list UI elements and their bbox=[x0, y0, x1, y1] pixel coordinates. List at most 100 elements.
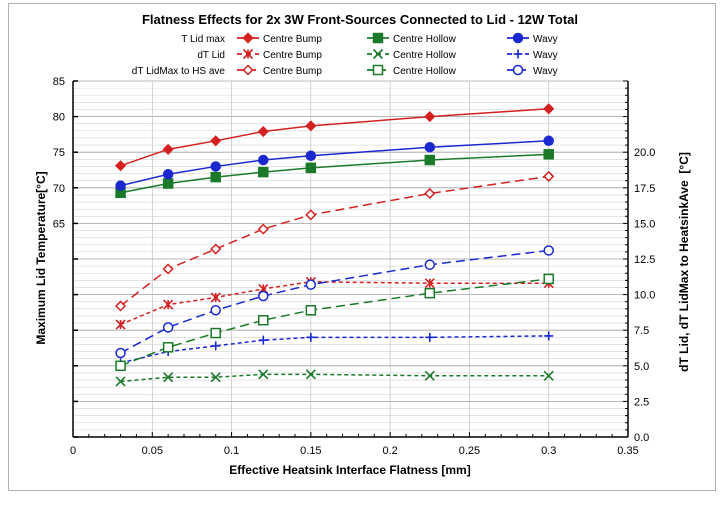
legend-label: Centre Hollow bbox=[393, 50, 457, 61]
series-centre-hollow-square-marker bbox=[424, 154, 436, 166]
series-centre-hollow bbox=[115, 149, 554, 199]
legend-square-marker bbox=[372, 64, 384, 76]
series-centre-bump-diamond-marker bbox=[424, 187, 436, 200]
series-centre-hollow-x-marker bbox=[210, 372, 221, 383]
series-centre-hollow-x-marker bbox=[163, 372, 174, 383]
series-centre-bump-diamond-marker bbox=[210, 135, 222, 147]
series-centre-bump-line bbox=[120, 281, 549, 326]
x-tick-label: 0 bbox=[70, 445, 76, 457]
y-tick-label: 65 bbox=[53, 218, 65, 230]
series-wavy-plus-marker bbox=[306, 332, 316, 342]
axes: 0 0.05 0.1 0.15 0.2 0.25 0.3 0.35 65 70 75 80 85 0.0 2… bbox=[53, 76, 656, 457]
chart-frame bbox=[8, 3, 716, 491]
legend-label: Centre Bump bbox=[263, 34, 322, 45]
series-wavy-plus-marker bbox=[425, 332, 435, 342]
series-centre-bump bbox=[115, 170, 555, 312]
series-centre-bump bbox=[115, 103, 555, 172]
series-wavy-circle-marker bbox=[210, 305, 221, 316]
series-wavy-circle-marker bbox=[115, 347, 126, 359]
legend-label: Centre Bump bbox=[263, 50, 322, 61]
y-tick-label: 85 bbox=[53, 76, 65, 88]
legend-item: Wavy bbox=[507, 32, 558, 45]
series-wavy-circle-marker bbox=[543, 135, 554, 147]
series-wavy bbox=[115, 135, 554, 191]
series-centre-hollow-x-marker bbox=[115, 376, 126, 387]
legend-item: Wavy bbox=[507, 49, 558, 61]
series-centre-hollow-square-marker bbox=[115, 360, 126, 372]
series-centre-bump-diamond-marker bbox=[115, 160, 127, 172]
legend-item: Centre Bump bbox=[237, 32, 322, 45]
series-centre-hollow-x-marker bbox=[424, 370, 435, 381]
y2-tick-label: 0.0 bbox=[634, 432, 649, 444]
y-tick-label: 80 bbox=[53, 112, 65, 124]
legend-circle-marker bbox=[512, 64, 524, 76]
series-centre-hollow-line bbox=[120, 373, 549, 383]
series-centre-bump-star-marker bbox=[163, 299, 174, 310]
series-centre-hollow-line bbox=[120, 278, 549, 367]
series-centre-hollow-x-marker bbox=[543, 370, 554, 381]
series-wavy-plus-marker bbox=[211, 341, 221, 351]
legend-item: Centre Bump bbox=[237, 64, 322, 77]
y2-tick-label: 7.5 bbox=[634, 325, 649, 337]
x-tick-label: 0.05 bbox=[142, 445, 163, 457]
series-wavy-circle-marker bbox=[258, 290, 269, 302]
legend-label: Wavy bbox=[533, 34, 558, 45]
series-centre-bump-diamond-marker bbox=[543, 103, 555, 115]
x-tick-label: 0.15 bbox=[300, 445, 321, 457]
legend-plus-marker bbox=[513, 49, 523, 59]
series-wavy-circle-marker bbox=[424, 141, 436, 153]
series-centre-bump-diamond-marker bbox=[210, 243, 222, 255]
legend-item: Centre Bump bbox=[237, 48, 322, 61]
legend-label: Wavy bbox=[533, 50, 558, 61]
y2-axis-label: dT Lid, dT LidMax to HeatsinkAve [°C] bbox=[677, 152, 691, 372]
legend-group-label: T Lid max bbox=[181, 34, 225, 45]
series-wavy-line bbox=[120, 140, 549, 187]
x-tick-label: 0.25 bbox=[459, 445, 480, 457]
legend-circle-marker bbox=[512, 32, 524, 44]
x-tick-label: 0.2 bbox=[382, 445, 397, 457]
legend-group-label: dT LidMax to HS ave bbox=[132, 66, 226, 77]
series-centre-bump-diamond-marker bbox=[543, 170, 555, 182]
y2-tick-label: 5.0 bbox=[634, 361, 649, 373]
series-wavy-circle-marker bbox=[305, 150, 317, 162]
x-axis-label: Effective Heatsink Interface Flatness [m… bbox=[229, 463, 470, 477]
series-centre-hollow bbox=[115, 369, 554, 387]
y2-tick-label: 10.0 bbox=[634, 290, 655, 302]
series-centre-bump-star-marker bbox=[424, 278, 435, 289]
series-centre-hollow-square-marker bbox=[162, 178, 174, 189]
legend-label: Centre Hollow bbox=[393, 66, 457, 77]
series-centre-bump-line bbox=[120, 175, 549, 307]
legend-group-label: dT Lid bbox=[197, 50, 225, 61]
series-wavy-circle-marker bbox=[210, 161, 221, 172]
chart-title: Flatness Effects for 2x 3W Front-Sources… bbox=[142, 12, 578, 27]
series-centre-hollow bbox=[115, 273, 554, 372]
series-centre-hollow-square-marker bbox=[258, 314, 269, 326]
legend-x-marker bbox=[372, 48, 384, 60]
series-centre-hollow-x-marker bbox=[258, 369, 269, 380]
series-wavy-plus-marker bbox=[258, 335, 268, 345]
legend-item: Centre Hollow bbox=[367, 32, 457, 45]
series-wavy-circle-marker bbox=[162, 169, 174, 180]
series-centre-hollow-square-marker bbox=[162, 342, 174, 353]
x-tick-label: 0.35 bbox=[617, 445, 638, 457]
y2-tick-label: 20.0 bbox=[634, 147, 655, 159]
plot-series bbox=[115, 103, 555, 387]
series-wavy-circle-marker bbox=[115, 180, 126, 191]
series-centre-bump bbox=[115, 276, 554, 330]
legend-label: Centre Bump bbox=[263, 66, 322, 77]
series-centre-bump-star-marker bbox=[210, 292, 221, 303]
series-wavy-circle-marker bbox=[162, 322, 174, 333]
series-centre-bump-diamond-marker bbox=[257, 223, 269, 235]
series-centre-hollow-square-marker bbox=[305, 305, 317, 316]
legend-label: Wavy bbox=[533, 66, 558, 77]
series-centre-bump-diamond-marker bbox=[257, 125, 269, 138]
series-centre-hollow-square-marker bbox=[424, 287, 436, 299]
y-axis-label: Maximum Lid Temperature[°C] bbox=[34, 171, 48, 344]
x-tick-label: 0.3 bbox=[541, 445, 556, 457]
series-centre-hollow-square-marker bbox=[543, 149, 554, 160]
series-centre-bump-diamond-marker bbox=[162, 263, 174, 275]
legend-item: Wavy bbox=[507, 64, 558, 77]
series-centre-bump-diamond-marker bbox=[115, 300, 127, 312]
series-centre-hollow-square-marker bbox=[210, 327, 221, 339]
